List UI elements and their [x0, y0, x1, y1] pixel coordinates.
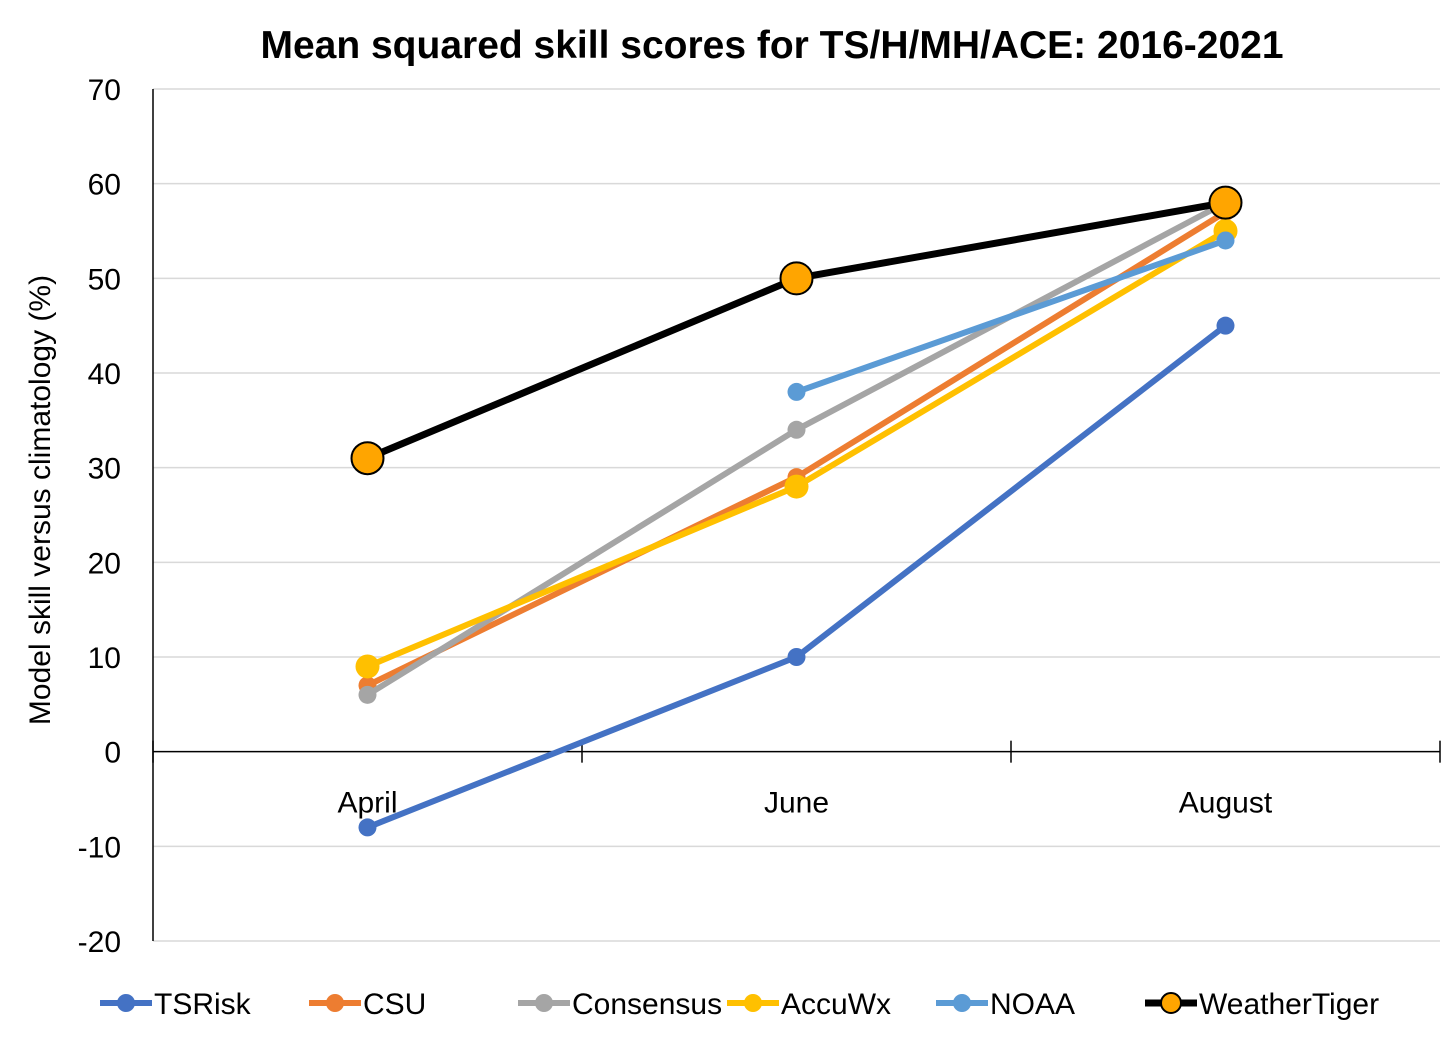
legend-label: WeatherTiger: [1199, 988, 1379, 1021]
legend-label: CSU: [363, 988, 426, 1021]
series-lines: [350, 185, 1243, 837]
series-weathertiger: [350, 185, 1243, 476]
legend-label: Consensus: [572, 988, 722, 1021]
data-point: [787, 648, 806, 666]
legend-label: AccuWx: [781, 988, 891, 1021]
legend-label: NOAA: [990, 988, 1075, 1021]
y-tick-label: 60: [88, 169, 121, 202]
series-line: [364, 199, 1229, 462]
legend-item-tsrisk: TSRisk: [100, 988, 252, 1021]
legend: TSRisk CSU Consensus AccuWx NOAA WeatherTiger: [100, 988, 1379, 1021]
series-line: [793, 237, 1229, 395]
data-point: [1216, 231, 1235, 250]
y-tick-label: 10: [88, 642, 121, 675]
chart-title: Mean squared skill scores for TS/H/MH/AC…: [260, 24, 1283, 67]
y-tick-labels: -20 -10 0 10 20 30 40 50 60 70: [78, 74, 121, 959]
data-point: [779, 261, 814, 296]
legend-swatch-marker: [535, 994, 553, 1012]
x-tick-label: June: [764, 787, 829, 820]
series-line: [364, 228, 1229, 670]
y-tick-label: 70: [88, 74, 121, 107]
y-axis-label: Model skill versus climatology (%): [24, 275, 57, 725]
data-point: [1216, 316, 1235, 335]
legend-swatch-marker: [744, 994, 762, 1012]
legend-item-consensus: Consensus: [518, 988, 722, 1021]
data-point: [784, 474, 809, 499]
legend-item-accuwx: AccuWx: [727, 988, 891, 1021]
series-tsrisk: [358, 316, 1235, 837]
y-tick-label: 0: [104, 737, 121, 770]
y-tick-label: 40: [88, 358, 121, 391]
legend-item-noaa: NOAA: [936, 988, 1075, 1021]
data-point: [787, 420, 806, 439]
legend-item-weathertiger: WeatherTiger: [1145, 988, 1379, 1021]
legend-label: TSRisk: [154, 988, 252, 1021]
y-tick-label: 20: [88, 547, 121, 580]
y-tick-label: -10: [78, 831, 121, 864]
data-point: [350, 441, 385, 476]
x-tick-label: August: [1179, 787, 1273, 820]
legend-swatch-marker: [326, 994, 344, 1012]
y-tick-label: -20: [78, 926, 121, 959]
data-point: [355, 654, 380, 679]
data-point: [358, 818, 377, 837]
data-point: [787, 382, 806, 401]
legend-swatch-marker: [1160, 992, 1182, 1014]
legend-swatch-marker: [117, 994, 135, 1012]
axes: [152, 89, 1441, 941]
x-tick-label: April: [337, 787, 397, 820]
data-point: [1208, 185, 1243, 220]
legend-swatch-marker: [953, 994, 971, 1012]
y-tick-label: 30: [88, 453, 121, 486]
data-point: [358, 685, 377, 704]
x-tick-labels: April June August: [337, 787, 1272, 820]
legend-item-csu: CSU: [309, 988, 426, 1021]
y-tick-label: 50: [88, 263, 121, 296]
series-noaa: [787, 231, 1235, 401]
